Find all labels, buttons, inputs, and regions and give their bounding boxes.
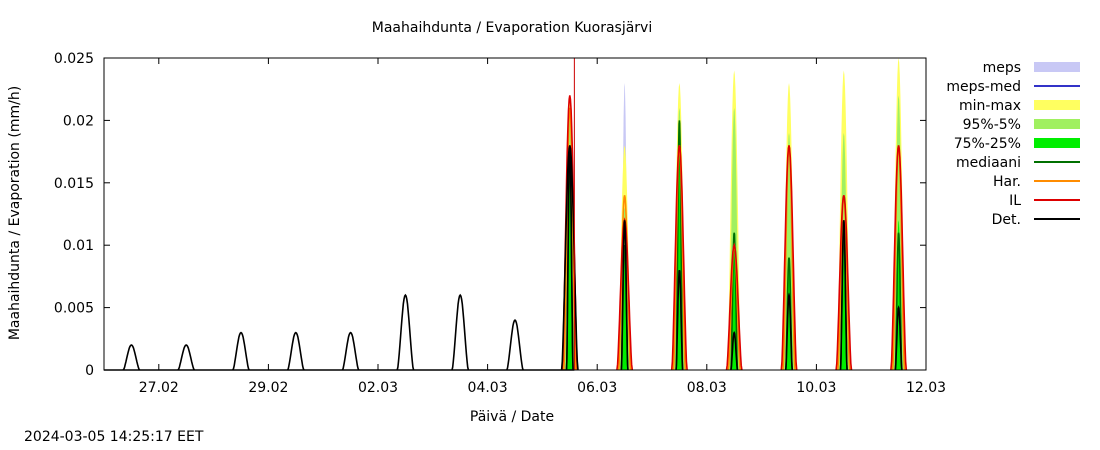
legend-swatch [1034, 62, 1080, 72]
p95-5-band [783, 132, 795, 370]
legend-label: mediaani [956, 155, 1021, 171]
x-axis-label: Päivä / Date [470, 409, 554, 425]
det-line [784, 292, 794, 371]
legend-label: 95%-5% [963, 117, 1021, 133]
y-tick-label: 0.02 [63, 113, 94, 129]
legend-swatch [1034, 100, 1080, 110]
legend-label: meps-med [946, 79, 1021, 95]
legend-label: IL [1009, 193, 1021, 209]
x-tick-label: 08.03 [687, 380, 727, 396]
y-tick-label: 0 [85, 363, 94, 379]
il-line [725, 242, 743, 371]
plot-area [104, 58, 908, 371]
observed-det-line [177, 344, 196, 371]
y-axis-label: Maahaihdunta / Evaporation (mm/h) [7, 86, 23, 340]
x-tick-label: 29.02 [248, 380, 288, 396]
observed-det-line [560, 145, 579, 371]
timestamp: 2024-03-05 14:25:17 EET [24, 429, 204, 445]
har-line [617, 195, 632, 371]
x-tick-label: 02.03 [358, 380, 398, 396]
plot-frame [103, 57, 927, 371]
x-tick-label: 06.03 [577, 380, 617, 396]
il-line [835, 195, 853, 371]
legend-label: Har. [993, 174, 1021, 190]
x-axis: 27.02 29.02 02.03 04.03 06.03 08.03 10.03 12.03 [139, 58, 946, 396]
observed-det-line [506, 318, 524, 371]
legend-swatch [1034, 138, 1080, 148]
x-tick-label: 04.03 [468, 380, 508, 396]
legend-swatch [1034, 119, 1080, 129]
observed-det-line [232, 331, 250, 371]
il-line [890, 145, 908, 371]
det-line [894, 305, 903, 371]
x-tick-label: 27.02 [139, 380, 179, 396]
x-tick-label: 12.03 [906, 380, 946, 396]
det-line [620, 220, 629, 371]
chart-title: Maahaihdunta / Evaporation Kuorasjärvi [372, 20, 653, 36]
legend-label: Det. [992, 212, 1021, 228]
y-tick-label: 0.005 [54, 301, 94, 317]
mediaani-line [730, 232, 739, 371]
y-tick-label: 0.015 [54, 176, 94, 192]
observed-det-line [396, 293, 415, 371]
det-line [675, 270, 684, 371]
det-line [839, 220, 848, 371]
har-line [563, 107, 577, 371]
y-tick-label: 0.01 [63, 238, 94, 254]
mediaani-line [894, 232, 903, 371]
x-tick-label: 10.03 [796, 380, 836, 396]
y-axis: 0 0.005 0.01 0.015 0.02 0.025 [54, 51, 926, 379]
y-tick-label: 0.025 [54, 51, 94, 67]
legend-label: min-max [959, 98, 1021, 114]
legend-label: 75%-25% [954, 136, 1021, 152]
il-line [670, 145, 688, 371]
il-line [780, 145, 798, 371]
observed-det-line [451, 293, 470, 371]
observed-det-line [286, 331, 305, 371]
mediaani-line [675, 120, 684, 371]
legend: meps meps-med min-max 95%-5% 75%-25% mediaani… [946, 60, 1080, 228]
legend-label: meps [983, 60, 1021, 76]
observed-det-line [341, 331, 360, 371]
observed-det-line [122, 344, 141, 371]
det-line [730, 331, 739, 371]
